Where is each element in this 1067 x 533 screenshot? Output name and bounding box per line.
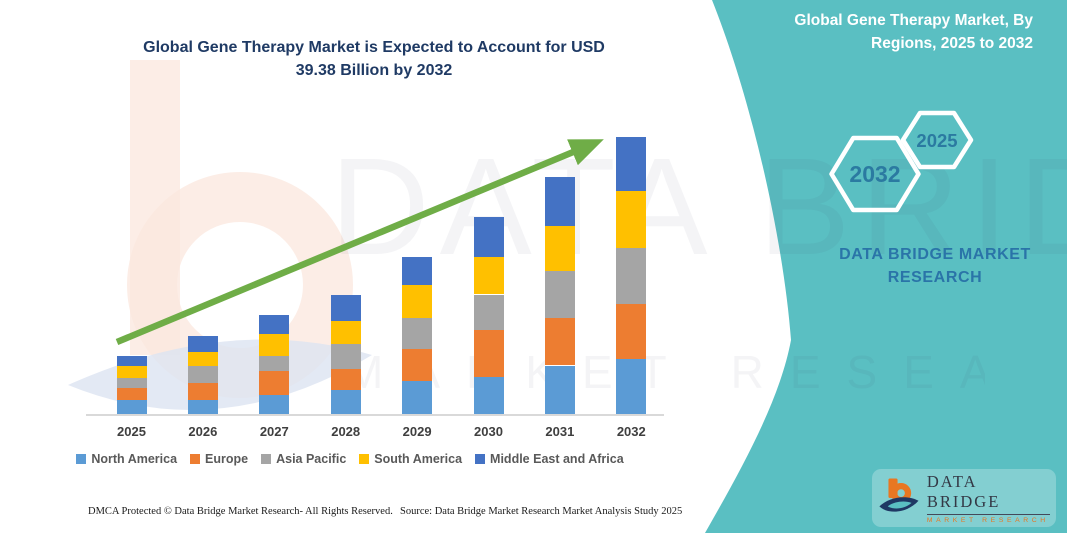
bar-segment-2026-europe (187, 383, 218, 400)
bar-segment-2028-asia-pacific (330, 343, 361, 369)
bar-segment-2029-europe (402, 348, 433, 381)
bar-segment-2029-asia-pacific (402, 318, 433, 349)
bar-segment-2030-south-america (473, 257, 504, 295)
x-axis-label-2030: 2030 (474, 424, 503, 439)
bar-segment-2029-middle-east-and-africa (402, 256, 433, 285)
bar-segment-2029-south-america (402, 284, 433, 319)
bar-segment-2028-north-america (330, 390, 361, 414)
x-axis-label-2028: 2028 (331, 424, 361, 439)
bar-segment-2031-middle-east-and-africa (544, 177, 575, 226)
legend-item-north-america: North America (76, 452, 177, 466)
legend-swatch-icon (359, 454, 370, 464)
dmca-notice: DMCA Protected © Data Bridge Market Rese… (88, 506, 393, 517)
bar-segment-2025-europe (116, 388, 147, 400)
bar-segment-2026-north-america (187, 399, 218, 414)
bar-segment-2026-south-america (187, 351, 218, 367)
chart-title: Global Gene Therapy Market is Expected t… (108, 36, 640, 82)
bar-segment-2032-asia-pacific (616, 248, 647, 304)
watermark-d-swoosh (68, 339, 372, 410)
bar-segment-2027-middle-east-and-africa (259, 314, 290, 334)
panel-title-line2: Regions, 2025 to 2032 (871, 35, 1033, 53)
x-axis-line (86, 414, 664, 416)
legend-swatch-icon (76, 454, 87, 464)
bar-segment-2030-europe (473, 330, 504, 377)
legend-swatch-icon (475, 454, 486, 464)
hexagon-badges: 2032 2025 (829, 110, 974, 213)
brand-logo-subtitle: MARKET RESEARCH (926, 517, 1049, 524)
bar-segment-2025-asia-pacific (116, 378, 147, 388)
bar-segment-2031-asia-pacific (544, 270, 575, 318)
source-note: Source: Data Bridge Market Research Mark… (400, 506, 683, 517)
brand-logo-card: DATA BRIDGE MARKET RESEARCH (872, 469, 1056, 527)
legend-label: North America (91, 452, 178, 466)
bar-segment-2032-europe (616, 303, 647, 360)
legend-label: Asia Pacific (276, 452, 347, 466)
legend-item-south-america: South America (359, 452, 462, 466)
legend-item-europe: Europe (190, 452, 248, 466)
legend-item-middle-east-and-africa: Middle East and Africa (475, 452, 624, 466)
legend-swatch-icon (261, 454, 272, 464)
bar-segment-2026-asia-pacific (187, 366, 218, 384)
brand-wordmark-line2: RESEARCH (887, 269, 983, 287)
bar-segment-2031-north-america (544, 365, 575, 414)
x-axis-label-2025: 2025 (117, 424, 146, 439)
brand-logo-title: DATA BRIDGE (926, 472, 1050, 515)
x-axis-label-2027: 2027 (259, 424, 289, 439)
x-axis-label-2029: 2029 (402, 424, 432, 439)
bar-segment-2028-middle-east-and-africa (330, 295, 361, 322)
bar-segment-2028-europe (330, 369, 361, 391)
bar-segment-2027-north-america (259, 395, 290, 414)
chart-title-line2: 39.38 Billion by 2032 (295, 62, 453, 80)
legend-label: Middle East and Africa (490, 452, 624, 466)
bar-segment-2031-europe (544, 317, 575, 366)
legend-label: South America (374, 452, 463, 466)
bar-segment-2027-europe (259, 371, 290, 395)
bar-segment-2030-asia-pacific (473, 294, 504, 331)
x-axis-label-2026: 2026 (188, 424, 218, 439)
x-axis-label-2031: 2031 (545, 424, 575, 439)
bar-segment-2032-north-america (616, 359, 647, 414)
bar-segment-2025-south-america (116, 366, 147, 379)
chart-title-line1: Global Gene Therapy Market is Expected t… (143, 39, 605, 56)
hexagon-2032 (829, 135, 921, 213)
chart-legend: North America Europe Asia Pacific South Ame… (60, 452, 640, 466)
bar-segment-2030-middle-east-and-africa (473, 217, 504, 258)
data-bridge-logo-icon (879, 478, 919, 512)
x-axis-label-2032: 2032 (616, 424, 646, 439)
bar-segment-2026-middle-east-and-africa (187, 336, 218, 352)
bar-segment-2032-middle-east-and-africa (616, 137, 647, 192)
panel-title-line1: Global Gene Therapy Market, By (794, 12, 1033, 29)
bar-segment-2027-asia-pacific (259, 355, 290, 372)
legend-label: Europe (205, 452, 249, 466)
legend-swatch-icon (190, 454, 201, 464)
legend-item-asia-pacific: Asia Pacific (261, 452, 346, 466)
hexagon-2025-label: 2025 (916, 130, 957, 151)
panel-title: Global Gene Therapy Market, By Regions, … (723, 9, 1033, 56)
bar-segment-2030-north-america (473, 376, 504, 414)
hexagon-2032-label: 2032 (849, 161, 900, 187)
brand-wordmark: DATA BRIDGE MARKET RESEARCH (826, 243, 1044, 289)
hexagon-2025 (900, 110, 974, 170)
bar-segment-2032-south-america (616, 191, 647, 248)
bar-segment-2031-south-america (544, 225, 575, 271)
bar-segment-2029-north-america (402, 381, 433, 414)
bar-segment-2025-middle-east-and-africa (116, 355, 147, 367)
bar-segment-2025-north-america (116, 399, 147, 414)
brand-wordmark-line1: DATA BRIDGE MARKET (839, 246, 1031, 263)
bar-segment-2027-south-america (259, 333, 290, 356)
bar-segment-2028-south-america (330, 321, 361, 344)
watermark-text-research: MARKET RESEARCH (345, 346, 985, 398)
